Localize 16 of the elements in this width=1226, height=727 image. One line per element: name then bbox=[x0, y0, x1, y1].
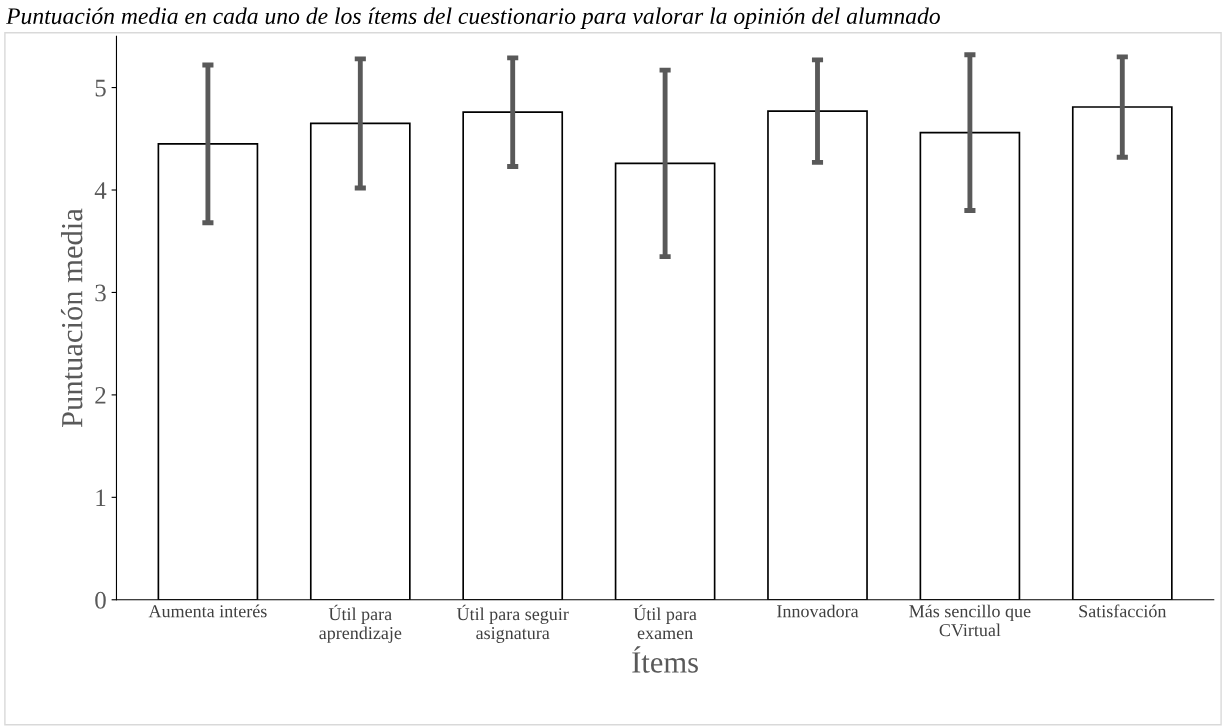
y-tick-label: 5 bbox=[95, 79, 106, 97]
x-tick-label: Más sencillo que CVirtual bbox=[909, 604, 1031, 637]
chart-title: Puntuación media en cada uno de los ítems del cuestionario para valorar la opinión del alumnado bbox=[6, 7, 940, 29]
y-tick-label: 4 bbox=[94, 182, 107, 199]
x-axis-title: Ítems bbox=[632, 646, 698, 673]
y-axis-title: Puntuación media bbox=[60, 208, 83, 428]
y-tick-label: 3 bbox=[95, 284, 106, 302]
x-tick-label: Aumenta interés bbox=[148, 604, 267, 618]
y-tick-label: 1 bbox=[96, 489, 106, 507]
x-tick-label: Útil para examen bbox=[633, 604, 697, 640]
x-tick-label: Innovadora bbox=[777, 604, 859, 618]
x-tick-label: Satisfacción bbox=[1079, 604, 1167, 618]
y-tick-label: 2 bbox=[95, 387, 106, 404]
y-tick-label: 0 bbox=[95, 591, 106, 609]
x-tick-label: Útil para aprendizaje bbox=[319, 604, 402, 643]
x-tick-label: Útil para seguir asignatura bbox=[456, 604, 569, 643]
